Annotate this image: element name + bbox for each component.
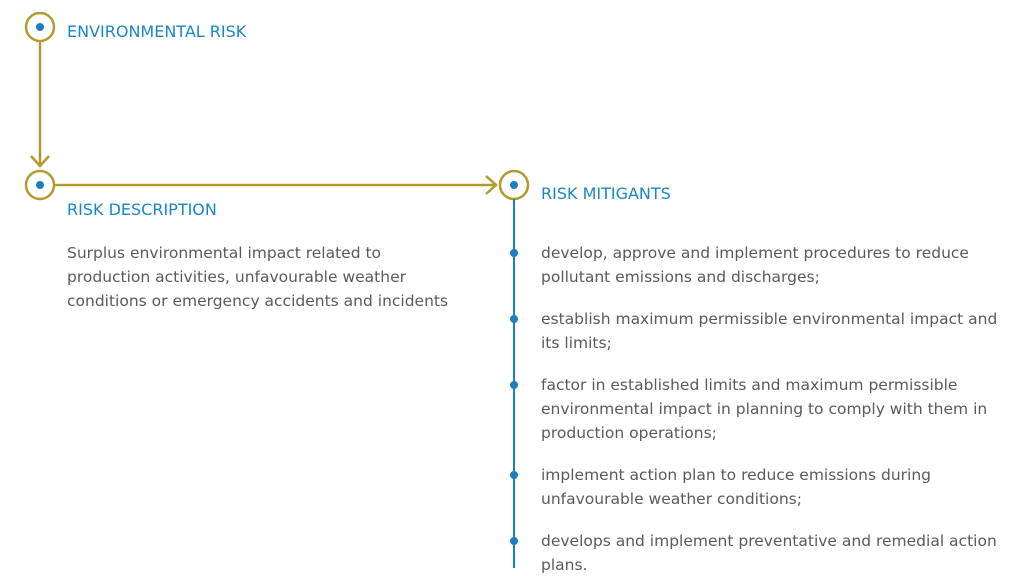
description-text: Surplus environmental impact related to … [67, 244, 449, 310]
bullet [510, 315, 518, 323]
node-dot [510, 181, 518, 189]
risk-title: ENVIRONMENTAL RISK [67, 22, 247, 41]
bullet [510, 381, 518, 389]
node-dot [36, 181, 44, 189]
description-title: RISK DESCRIPTION [67, 200, 217, 219]
mitigant-item: factor in established limits and maximum… [541, 376, 988, 442]
bullet [510, 537, 518, 545]
node-dot [36, 23, 44, 31]
bullet [510, 471, 518, 479]
mitigant-item: develop, approve and implement procedure… [541, 244, 969, 286]
bullet [510, 249, 518, 257]
arrowhead [485, 175, 498, 195]
arrowhead [30, 155, 50, 168]
mitigant-item: implement action plan to reduce emission… [541, 466, 931, 508]
mitigant-list: develop, approve and implement procedure… [541, 241, 1013, 576]
mitigant-item: establish maximum permissible environmen… [541, 310, 998, 352]
mitigants-title: RISK MITIGANTS [541, 184, 671, 203]
mitigant-item: develops and implement preventative and … [541, 532, 997, 574]
